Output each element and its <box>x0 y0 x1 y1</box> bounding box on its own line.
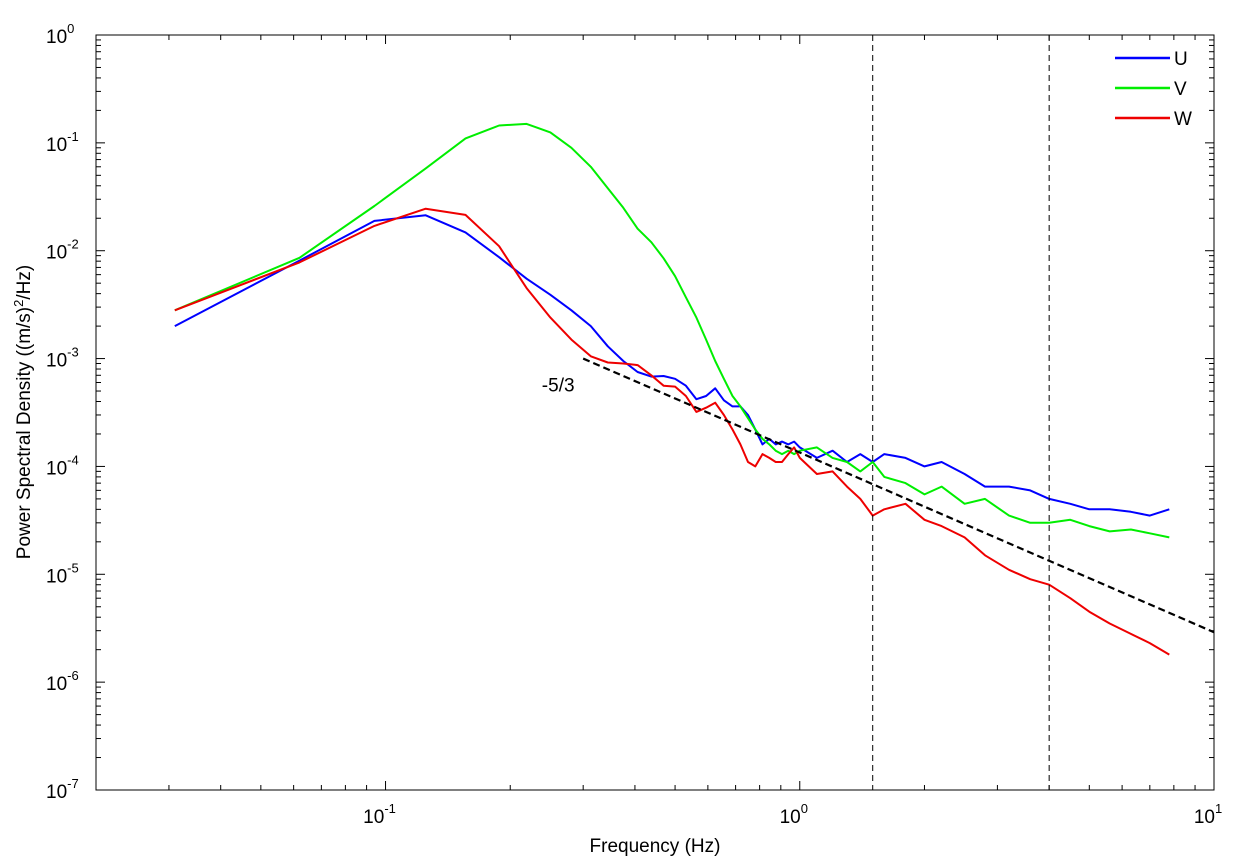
series-layer <box>174 122 1170 656</box>
y-tick-label: 10-4 <box>46 452 79 479</box>
y-axis-title-main: Power Spectral Density ((m/s) <box>14 307 35 559</box>
y-tick-label: 10-5 <box>46 560 79 587</box>
reference-layer: -5/3 <box>542 35 1215 790</box>
x-tick-label: 101 <box>1194 801 1222 828</box>
y-tick-label: 100 <box>46 21 74 48</box>
series-line-V <box>174 122 1170 539</box>
legend-label-W: W <box>1174 109 1192 130</box>
y-tick-label: 10-6 <box>46 668 79 695</box>
x-tick-label: 10-1 <box>363 801 396 828</box>
legend: UVW <box>1115 49 1192 130</box>
plot-frame <box>95 34 1215 791</box>
x-axis-title: Frequency (Hz) <box>590 836 721 857</box>
x-tick-label: 100 <box>780 801 808 828</box>
y-axis-title-exponent: 2 <box>11 300 26 307</box>
y-tick-label: 10-3 <box>46 345 79 372</box>
y-axis-title-unit: /Hz) <box>14 265 35 300</box>
ticks-layer: 10-1 100 101 100 10-1 10-2 10-3 10-4 10-5 10-6 10-… <box>46 21 1222 828</box>
legend-label-U: U <box>1174 49 1188 70</box>
y-tick-label: 10-2 <box>46 237 79 264</box>
series-line-W <box>174 207 1170 656</box>
reference-slope-line <box>582 357 1215 634</box>
plot-background <box>96 35 1214 790</box>
legend-label-V: V <box>1174 79 1187 100</box>
y-axis-title: Power Spectral Density ((m/s)2/Hz) <box>11 265 35 559</box>
reference-slope-label: -5/3 <box>542 376 575 397</box>
y-tick-label: 10-1 <box>46 129 79 156</box>
y-tick-label: 10-7 <box>46 776 79 803</box>
